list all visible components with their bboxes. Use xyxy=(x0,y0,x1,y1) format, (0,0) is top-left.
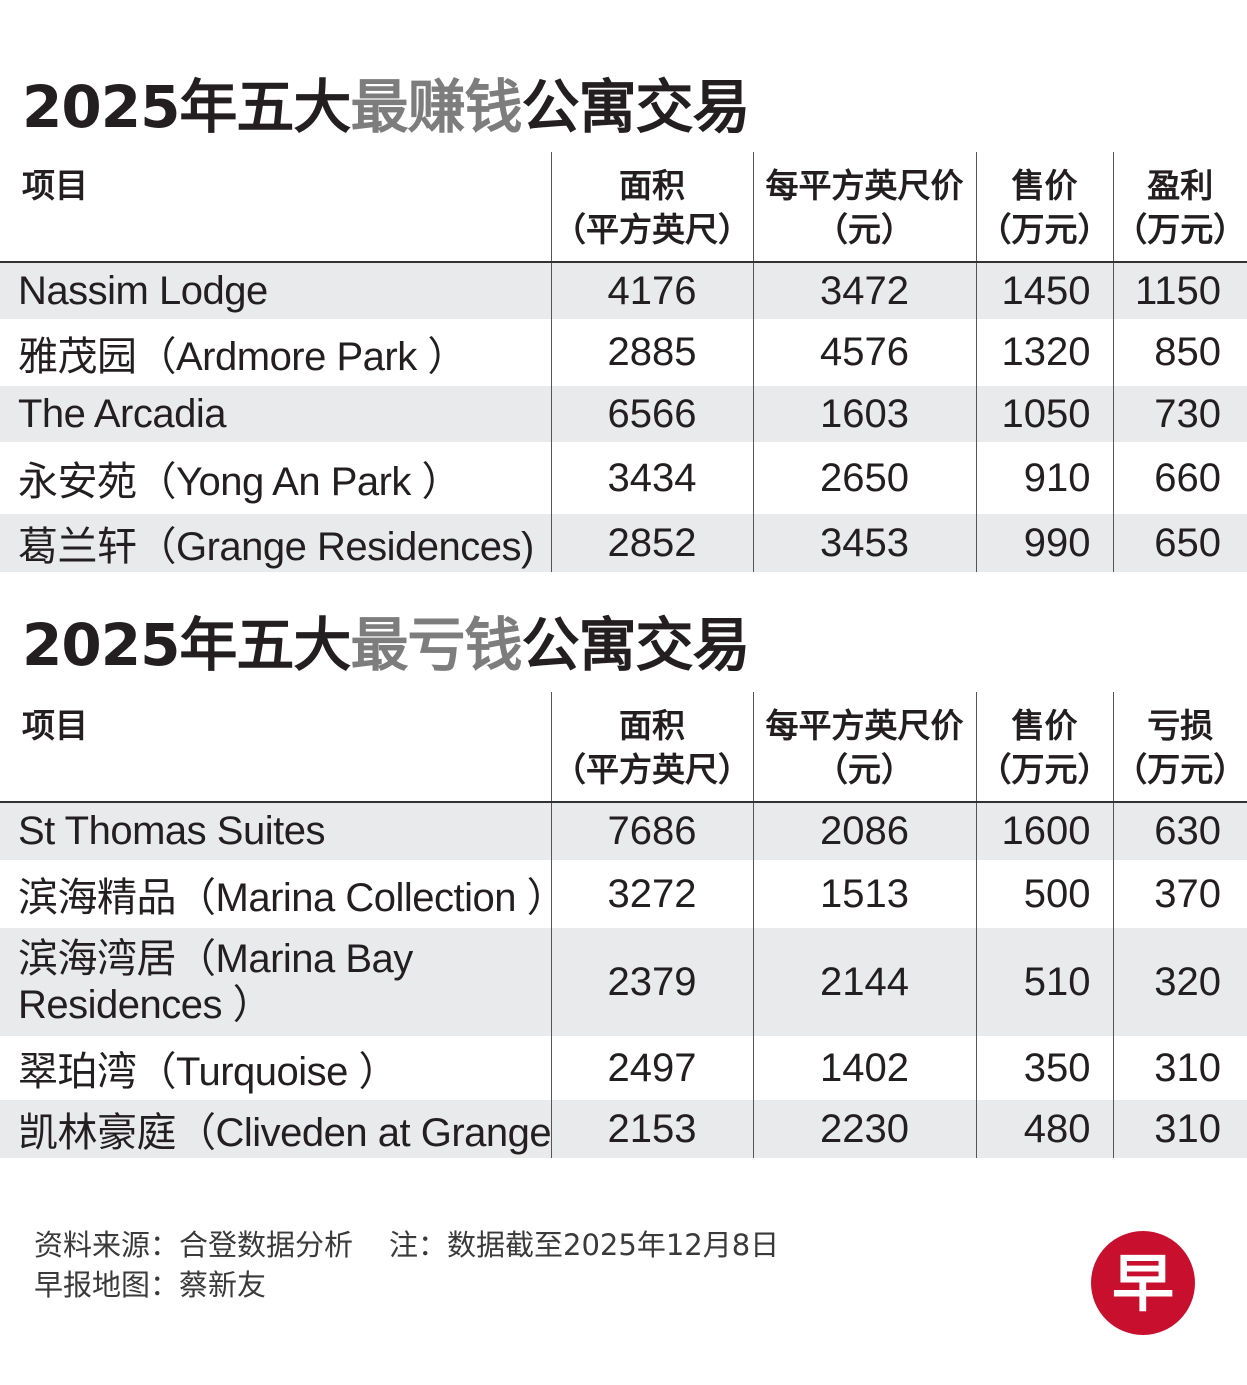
header-loss: 亏损 （万元） xyxy=(1112,692,1247,803)
map-credit: 早报地图：蔡新友 xyxy=(34,1268,267,1302)
header-price: 售价 （万元） xyxy=(975,152,1113,263)
table-row: 滨海精品（Marina Collection ） 3272 1513 500 3… xyxy=(0,860,1247,928)
cell-name: St Thomas Suites xyxy=(0,802,551,860)
cell-name: The Arcadia xyxy=(0,386,551,442)
cell-area: 4176 xyxy=(550,262,753,319)
source-credit: 资料来源：合登数据分析 xyxy=(34,1228,354,1262)
cell-name: 滨海湾居（Marina Bay Residences ） xyxy=(0,928,551,1036)
cell-psf: 1402 xyxy=(752,1036,976,1100)
cell-area: 2379 xyxy=(550,928,753,1036)
cell-area: 3272 xyxy=(550,860,753,928)
profit-header-row: 项目 面积 （平方英尺） 每平方英尺价 （元） 售价 （万元） 盈利 （万元） xyxy=(0,152,1247,263)
header-psf: 每平方英尺价 （元） xyxy=(752,692,976,803)
cell-area: 2885 xyxy=(550,319,753,386)
loss-section-title: 2025年五大最亏钱公寓交易 xyxy=(22,616,750,674)
cell-result: 310 xyxy=(1112,1100,1247,1158)
cell-area: 6566 xyxy=(550,386,753,442)
cell-psf: 2144 xyxy=(752,928,976,1036)
cell-result: 660 xyxy=(1112,442,1247,514)
profit-table: 项目 面积 （平方英尺） 每平方英尺价 （元） 售价 （万元） 盈利 （万元） Nass… xyxy=(0,152,1247,572)
cell-name: Nassim Lodge xyxy=(0,262,551,319)
cell-name: 永安苑（Yong An Park ） xyxy=(18,460,462,504)
cell-psf: 1603 xyxy=(752,386,976,442)
cell-price: 1600 xyxy=(975,802,1113,860)
zaobao-logo-icon: 早 xyxy=(1091,1231,1195,1335)
loss-table: 项目 面积 （平方英尺） 每平方英尺价 （元） 售价 （万元） 亏损 （万元） St T… xyxy=(0,692,1247,1158)
cell-price: 500 xyxy=(975,860,1113,928)
table-row: 葛兰轩（Grange Residences) 2852 3453 990 650 xyxy=(0,514,1247,572)
cell-price: 510 xyxy=(975,928,1113,1036)
profit-title-post: 公寓交易 xyxy=(521,73,750,141)
cell-psf: 2230 xyxy=(752,1100,976,1158)
cell-price: 1320 xyxy=(975,319,1113,386)
cell-result: 1150 xyxy=(1112,262,1247,319)
footer-credit-line: 早报地图：蔡新友 xyxy=(34,1264,266,1306)
cell-name: 凯林豪庭（Cliveden at Grange ） xyxy=(0,1100,551,1158)
cell-name: 滨海精品（Marina Collection ） xyxy=(18,876,551,920)
cell-area: 2852 xyxy=(550,514,753,572)
cell-psf: 2086 xyxy=(752,802,976,860)
cell-area: 3434 xyxy=(550,442,753,514)
cell-result: 370 xyxy=(1112,860,1247,928)
cell-price: 480 xyxy=(975,1100,1113,1158)
table-row: 雅茂园（Ardmore Park ） 2885 4576 1320 850 xyxy=(0,319,1247,386)
cell-name: 翠珀湾（Turquoise ） xyxy=(18,1050,399,1094)
header-psf: 每平方英尺价 （元） xyxy=(752,152,976,263)
cell-result: 650 xyxy=(1112,514,1247,572)
profit-section-title: 2025年五大最赚钱公寓交易 xyxy=(22,78,750,136)
logo-char: 早 xyxy=(1112,1247,1174,1320)
header-price: 售价 （万元） xyxy=(975,692,1113,803)
cell-price: 990 xyxy=(975,514,1113,572)
table-row: 凯林豪庭（Cliveden at Grange ） 2153 2230 480 … xyxy=(0,1100,1247,1158)
cell-price: 1050 xyxy=(975,386,1113,442)
table-row: 永安苑（Yong An Park ） 3434 2650 910 660 xyxy=(0,442,1247,514)
cell-result: 730 xyxy=(1112,386,1247,442)
profit-title-highlight: 最赚钱 xyxy=(350,73,522,141)
cell-price: 910 xyxy=(975,442,1113,514)
header-profit: 盈利 （万元） xyxy=(1112,152,1247,263)
cell-result: 850 xyxy=(1112,319,1247,386)
cell-result: 320 xyxy=(1112,928,1247,1036)
table-row: Nassim Lodge 4176 3472 1450 1150 xyxy=(0,262,1247,319)
cell-price: 350 xyxy=(975,1036,1113,1100)
table-row: 翠珀湾（Turquoise ） 2497 1402 350 310 xyxy=(0,1036,1247,1100)
table-row: St Thomas Suites 7686 2086 1600 630 xyxy=(0,802,1247,860)
cell-area: 2153 xyxy=(550,1100,753,1158)
loss-title-pre: 2025年五大 xyxy=(22,611,351,679)
footer-source-line: 资料来源：合登数据分析 注：数据截至2025年12月8日 xyxy=(34,1224,779,1266)
table-row: 滨海湾居（Marina Bay Residences ） 2379 2144 5… xyxy=(0,928,1247,1036)
header-area: 面积 （平方英尺） xyxy=(550,692,753,803)
cell-result: 630 xyxy=(1112,802,1247,860)
cell-name: 雅茂园（Ardmore Park ） xyxy=(18,334,467,379)
cell-psf: 3453 xyxy=(752,514,976,572)
header-area: 面积 （平方英尺） xyxy=(550,152,753,263)
data-note: 注：数据截至2025年12月8日 xyxy=(389,1228,780,1262)
cell-psf: 3472 xyxy=(752,262,976,319)
loss-title-highlight: 最亏钱 xyxy=(350,611,522,679)
profit-title-pre: 2025年五大 xyxy=(22,73,351,141)
header-project: 项目 xyxy=(0,152,551,263)
header-project: 项目 xyxy=(0,692,551,803)
table-row: The Arcadia 6566 1603 1050 730 xyxy=(0,386,1247,442)
cell-price: 1450 xyxy=(975,262,1113,319)
loss-header-row: 项目 面积 （平方英尺） 每平方英尺价 （元） 售价 （万元） 亏损 （万元） xyxy=(0,692,1247,803)
logo-circle xyxy=(1091,1231,1195,1335)
cell-area: 7686 xyxy=(550,802,753,860)
cell-area: 2497 xyxy=(550,1036,753,1100)
cell-name: 葛兰轩（Grange Residences) xyxy=(0,514,551,572)
cell-psf: 4576 xyxy=(752,319,976,386)
loss-title-post: 公寓交易 xyxy=(521,611,750,679)
cell-psf: 1513 xyxy=(752,860,976,928)
cell-psf: 2650 xyxy=(752,442,976,514)
cell-result: 310 xyxy=(1112,1036,1247,1100)
